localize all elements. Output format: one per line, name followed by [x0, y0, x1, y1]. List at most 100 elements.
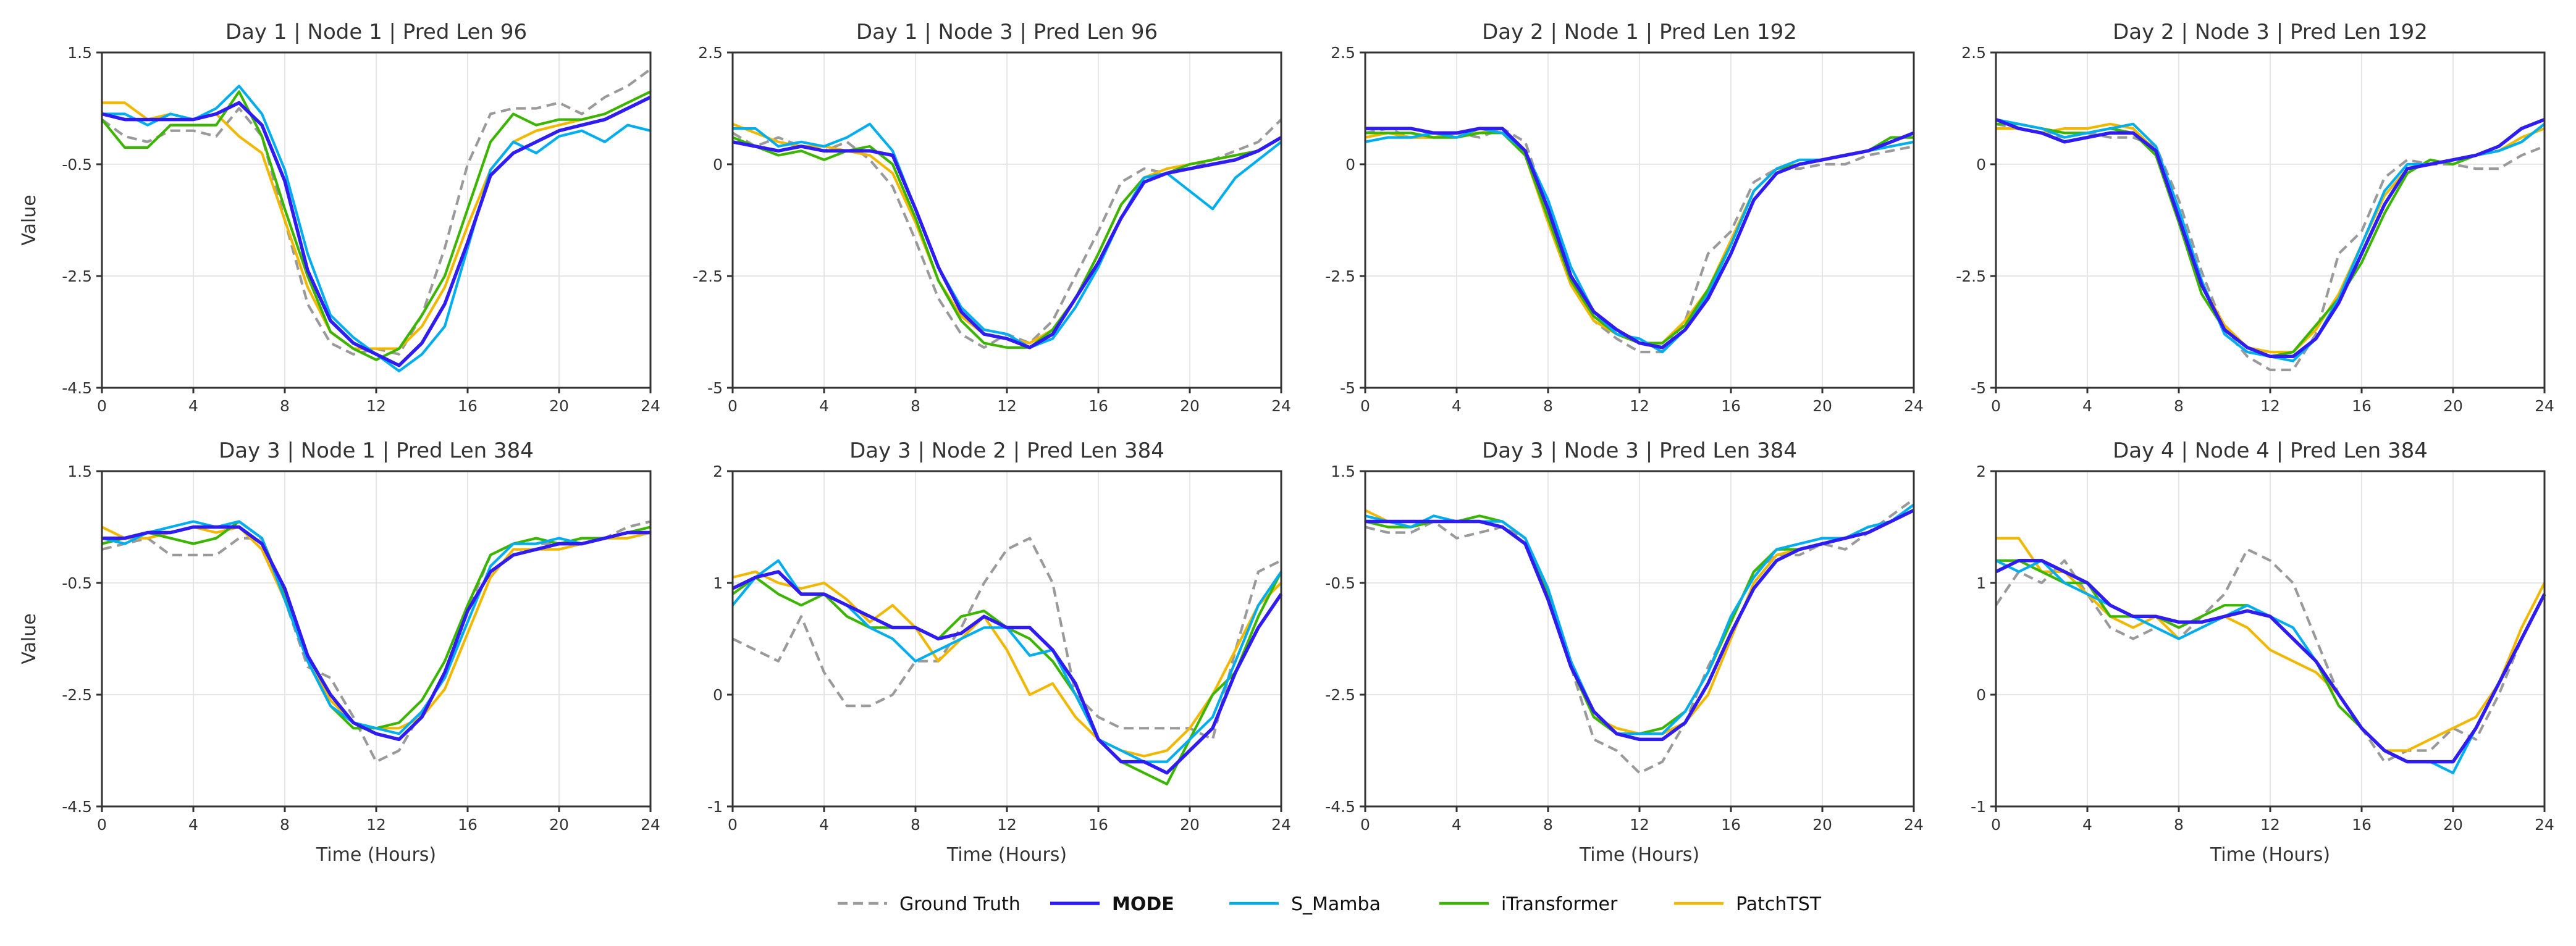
x-tick-label: 4 [1452, 816, 1462, 834]
y-tick-label: -2.5 [62, 686, 92, 704]
legend-label: S_Mamba [1291, 894, 1381, 915]
x-tick-label: 12 [366, 816, 386, 834]
y-tick-label: -5 [707, 379, 723, 397]
x-tick-label: 24 [641, 397, 660, 415]
x-tick-label: 4 [1452, 397, 1462, 415]
x-tick-label: 20 [1180, 397, 1200, 415]
subplot-title: Day 3 | Node 2 | Pred Len 384 [849, 438, 1164, 463]
x-axis-label: Time (Hours) [946, 844, 1067, 866]
x-tick-label: 16 [1088, 816, 1108, 834]
y-tick-label: -1 [1971, 798, 1986, 816]
x-tick-label: 0 [1991, 397, 2001, 415]
y-tick-label: 0 [1976, 156, 1986, 174]
x-tick-label: 12 [2260, 816, 2280, 834]
legend-entry: Ground Truth [838, 894, 1021, 915]
y-tick-label: 1 [1976, 574, 1986, 592]
x-tick-label: 8 [911, 816, 920, 834]
y-axis-label: Value [19, 613, 40, 664]
series-line-s-mamba [733, 122, 1282, 349]
series-line-ground-truth [1365, 498, 1915, 774]
x-tick-label: 20 [1812, 397, 1832, 415]
subplot-8: 0 4 8 12 16 20 24 2 1 0 -1 Day 4 | Node 4 | Pred Le… [1971, 438, 2554, 866]
y-tick-label: -2.5 [1325, 686, 1355, 704]
subplot-title: Day 3 | Node 3 | Pred Len 384 [1482, 438, 1797, 463]
x-tick-label: 0 [1360, 397, 1370, 415]
subplot-title: Day 4 | Node 4 | Pred Len 384 [2113, 438, 2428, 463]
series-line-patchtst [732, 570, 1282, 758]
subplot-title: Day 2 | Node 3 | Pred Len 192 [2113, 20, 2428, 44]
subplot-title: Day 1 | Node 1 | Pred Len 96 [225, 20, 527, 44]
y-tick-label: -5 [1340, 379, 1355, 397]
x-tick-label: 4 [188, 816, 198, 834]
legend-entry: MODE [1050, 894, 1174, 915]
x-tick-label: 20 [549, 397, 569, 415]
subplot-title: Day 3 | Node 1 | Pred Len 384 [219, 438, 534, 463]
x-tick-label: 0 [728, 397, 738, 415]
x-tick-label: 8 [280, 816, 290, 834]
x-tick-label: 8 [1543, 816, 1553, 834]
x-tick-label: 8 [2174, 816, 2184, 834]
legend-label: iTransformer [1501, 894, 1618, 915]
legend-entry: iTransformer [1439, 894, 1618, 915]
x-tick-label: 20 [1812, 816, 1832, 834]
x-tick-label: 20 [549, 816, 569, 834]
y-tick-label: 0 [1345, 156, 1355, 174]
y-tick-label: -1 [707, 798, 723, 816]
x-tick-label: 12 [1630, 397, 1649, 415]
y-tick-label: -2.5 [692, 267, 723, 285]
x-tick-label: 8 [2174, 397, 2184, 415]
y-tick-label: -0.5 [62, 156, 92, 174]
x-tick-label: 0 [1991, 816, 2001, 834]
y-tick-label: 1.5 [67, 463, 92, 480]
y-tick-label: -4.5 [62, 798, 92, 816]
legend-label: Ground Truth [899, 894, 1021, 915]
x-tick-label: 20 [2443, 397, 2463, 415]
x-tick-label: 16 [2352, 816, 2372, 834]
legend-label: MODE [1112, 894, 1174, 915]
x-tick-label: 20 [2443, 816, 2463, 834]
x-tick-label: 8 [1543, 397, 1553, 415]
x-tick-label: 16 [1721, 397, 1741, 415]
series-line-mode [732, 136, 1282, 350]
y-tick-label: -0.5 [62, 574, 92, 592]
y-axis-label: Value [19, 195, 40, 245]
series-line-mode [731, 570, 1283, 775]
y-tick-label: -4.5 [62, 379, 92, 397]
x-tick-label: 24 [1271, 397, 1291, 415]
y-tick-label: -2.5 [1956, 267, 1986, 285]
y-tick-label: 2.5 [1961, 44, 1986, 62]
y-tick-label: 2 [1976, 463, 1986, 480]
y-tick-label: -2.5 [62, 267, 92, 285]
x-tick-label: 0 [97, 397, 107, 415]
y-tick-label: 1.5 [1331, 463, 1355, 480]
legend: Ground Truth MODE S_Mamba iTransformer Patch… [838, 894, 1822, 915]
x-tick-label: 12 [366, 397, 386, 415]
series-line-s-mamba [101, 520, 650, 735]
subplot-7: 0 4 8 12 16 20 24 1.5 -0.5 -2.5 -4.5 Day 3 | Node 3… [1325, 438, 1924, 866]
x-tick-label: 4 [188, 397, 198, 415]
subplot-1: 0 4 8 12 16 20 24 1.5 -0.5 -2.5 -4.5 Day 1 | Node 1… [19, 20, 660, 415]
x-tick-label: 16 [1088, 397, 1108, 415]
y-tick-label: -0.5 [1325, 574, 1355, 592]
x-tick-label: 0 [97, 816, 107, 834]
subplot-5: 0 4 8 12 16 20 24 1.5 -0.5 -2.5 -4.5 Day 3 | Node 1… [19, 438, 660, 866]
y-tick-label: 0 [713, 686, 723, 704]
series-line-mode [1365, 127, 1915, 350]
y-tick-label: 1.5 [67, 44, 92, 62]
x-tick-label: 12 [1630, 816, 1649, 834]
y-tick-label: 2.5 [698, 44, 723, 62]
series-line-itransformer [101, 90, 651, 361]
y-tick-label: 2.5 [1331, 44, 1355, 62]
subplot-title: Day 2 | Node 1 | Pred Len 192 [1482, 20, 1797, 44]
y-tick-label: 1 [713, 574, 723, 592]
x-tick-label: 8 [911, 397, 920, 415]
y-tick-label: 2 [713, 463, 723, 480]
x-tick-label: 4 [819, 816, 829, 834]
subplot-3: 0 4 8 12 16 20 24 2.5 0 -2.5 -5 Day 2 | Node 1 | Pr… [1325, 20, 1924, 415]
series-line-mode [102, 525, 650, 742]
x-tick-label: 20 [1180, 816, 1200, 834]
x-tick-label: 24 [641, 816, 660, 834]
series-line-mode [1995, 118, 2546, 359]
series-line-mode [1365, 508, 1915, 742]
